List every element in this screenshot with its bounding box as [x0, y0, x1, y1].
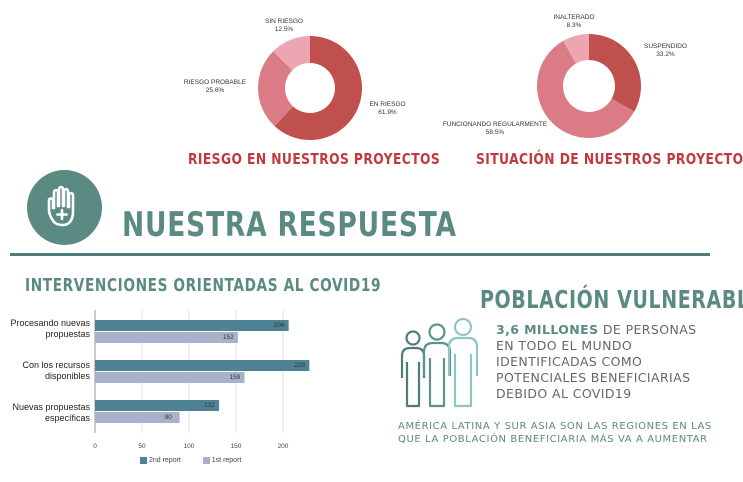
bar-2nd-report [95, 400, 220, 411]
region-text: AMÉRICA LATINA Y SUR ASIA SON LAS REGION… [398, 421, 712, 445]
bar-value-label: 90 [164, 414, 172, 421]
bar-1st-report [95, 412, 180, 423]
donut2-label-suspendido: SUSPENDIDO 33.2% [644, 43, 687, 58]
legend: 2nd report 1st report [140, 457, 241, 464]
donut-chart-status [537, 34, 641, 138]
donut1-label-riesgo-probable: RIESGO PROBABLE 25.6% [183, 79, 247, 94]
bar-2nd-report [95, 360, 310, 371]
section-divider [10, 253, 710, 256]
donut2-label-funcionando: FUNCIONANDO REGULARMENTE 58.5% [442, 121, 548, 136]
x-tick-label: 150 [230, 443, 242, 450]
x-tick-label: 100 [183, 443, 195, 450]
donut1-label-sin-riesgo: SIN RIESGO 12.5% [265, 18, 303, 33]
legend-label-1st: 1st report [211, 457, 242, 464]
donut-chart-risk [258, 36, 362, 140]
donut-slice-suspendido [589, 34, 641, 112]
bar-value-label: 152 [222, 334, 234, 341]
bar-category-label: Con los recursos disponibles [22, 360, 90, 381]
donut-slice-riesgo-probable [258, 51, 294, 127]
vulnerable-highlight: 3,6 MILLONES [496, 322, 599, 337]
vulnerable-title: POBLACIÓN VULNERABLE [480, 285, 743, 314]
donut-slice-inalterado [563, 34, 589, 64]
donut1-title: RIESGO EN NUESTROS PROYECTOS [188, 150, 441, 168]
legend-swatch-2nd [140, 457, 147, 464]
bar-chart-title: INTERVENCIONES ORIENTADAS AL COVID19 [25, 275, 382, 296]
legend-swatch-1st [202, 457, 210, 464]
people-group-icon [400, 318, 479, 408]
legend-label-2nd: 2nd report [148, 457, 181, 464]
bar-category-label: Nuevas propuestas específicas [12, 402, 90, 423]
vulnerable-description: DE PERSONAS EN TODO EL MUNDO IDENTIFICAD… [496, 322, 697, 401]
bar-2nd-report [95, 320, 289, 331]
donut-slice-en-riesgo [274, 36, 362, 140]
bar-category-label: Procesando nuevas propuestas [10, 318, 90, 339]
bar-1st-report [95, 372, 245, 383]
bar-value-label: 228 [294, 362, 306, 369]
x-tick-label: 50 [138, 443, 146, 450]
donut2-label-inalterado: INALTERADO 8.3% [553, 14, 595, 29]
bar-1st-report [95, 332, 238, 343]
bar-chart [94, 310, 310, 433]
hand-plus-icon [27, 170, 102, 245]
x-tick-label: 0 [93, 443, 97, 450]
bar-value-label: 206 [273, 322, 285, 329]
bar-value-label: 159 [229, 374, 241, 381]
donut2-title: SITUACIÓN DE NUESTROS PROYECTOS [476, 150, 743, 168]
donut-slice-funcionando-regularmente [537, 40, 635, 138]
donut-slice-sin-riesgo [273, 36, 310, 71]
x-tick-label: 200 [277, 443, 289, 450]
donut1-label-en-riesgo: EN RIESGO 61.9% [369, 101, 406, 116]
vulnerable-text: 3,6 MILLONES DE PERSONAS EN TODO EL MUND… [496, 322, 716, 402]
section-title: NUESTRA RESPUESTA [122, 205, 457, 245]
bar-value-label: 132 [204, 402, 215, 409]
